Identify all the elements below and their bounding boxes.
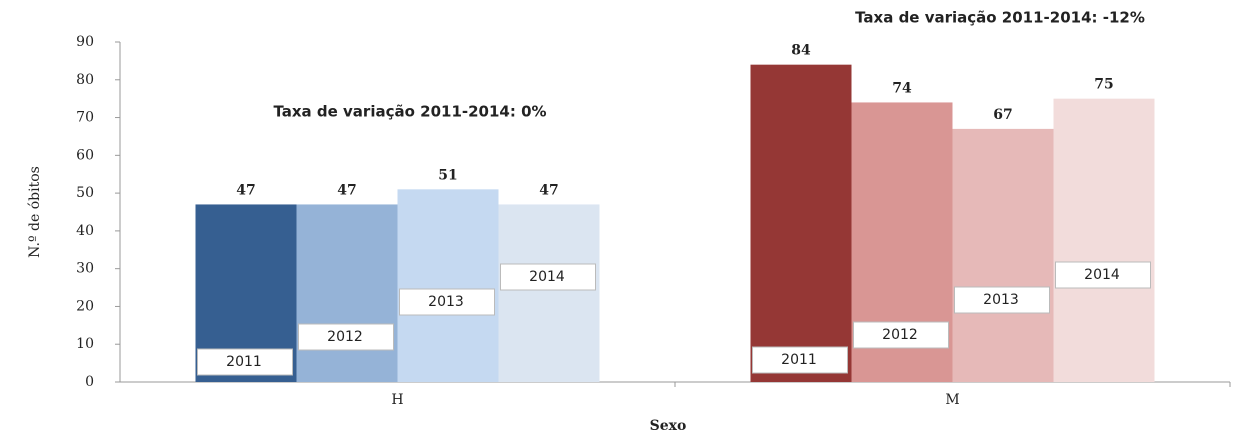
year-label: 2013 <box>428 294 464 310</box>
year-label: 2014 <box>529 269 565 285</box>
x-tick-label: M <box>945 392 959 408</box>
value-label: 47 <box>337 182 356 198</box>
y-tick-label: 40 <box>76 223 94 239</box>
bar <box>750 64 852 383</box>
year-box <box>197 348 293 376</box>
year-label: 2012 <box>327 329 363 345</box>
value-label: 84 <box>791 43 811 59</box>
bar <box>397 189 499 382</box>
y-tick-label: 0 <box>85 374 94 390</box>
year-box <box>752 346 848 374</box>
year-label: 2011 <box>781 352 817 368</box>
x-tick-label: H <box>391 392 403 408</box>
bar <box>498 204 600 382</box>
year-box <box>399 288 495 316</box>
y-tick-label: 60 <box>76 147 94 163</box>
x-axis-label: Sexo <box>650 418 687 434</box>
year-label: 2014 <box>1084 267 1120 283</box>
y-tick-label: 20 <box>76 298 94 314</box>
y-tick-label: 70 <box>76 110 94 126</box>
bar <box>296 204 398 382</box>
annotation: Taxa de variação 2011-2014: -12% <box>855 9 1145 27</box>
y-tick-label: 80 <box>76 72 94 88</box>
year-label: 2013 <box>983 292 1019 308</box>
year-box <box>500 263 596 291</box>
y-tick-label: 90 <box>76 34 94 50</box>
annotation: Taxa de variação 2011-2014: 0% <box>273 103 546 121</box>
value-label: 51 <box>438 167 457 183</box>
year-box <box>298 323 394 351</box>
y-tick-label: 30 <box>76 261 94 277</box>
bar <box>1053 98 1155 383</box>
year-label: 2012 <box>882 327 918 343</box>
value-label: 74 <box>892 80 912 96</box>
y-axis-label: N.º de óbitos <box>27 166 43 258</box>
y-tick-label: 10 <box>76 336 94 352</box>
year-box <box>1055 261 1151 289</box>
value-label: 67 <box>993 107 1012 123</box>
bar <box>952 128 1054 382</box>
value-label: 47 <box>539 182 558 198</box>
year-box <box>954 286 1050 314</box>
y-tick-label: 50 <box>76 185 94 201</box>
year-label: 2011 <box>226 354 262 370</box>
value-label: 47 <box>236 182 255 198</box>
year-box <box>853 321 949 349</box>
value-label: 75 <box>1094 77 1113 93</box>
